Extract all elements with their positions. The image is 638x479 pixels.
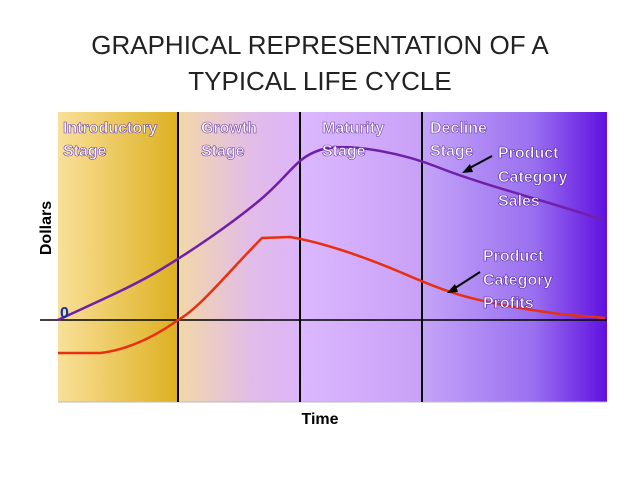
stage-band bbox=[178, 112, 300, 402]
stage-band bbox=[422, 112, 607, 402]
stage-label: Introductory bbox=[63, 120, 157, 137]
curve-label: Category bbox=[483, 272, 552, 289]
profits-curve bbox=[58, 235, 606, 355]
sales-curve bbox=[57, 145, 604, 322]
arrows bbox=[447, 155, 493, 293]
dividers bbox=[40, 112, 607, 402]
stage-label: Growth bbox=[201, 120, 257, 137]
stage-label: Stage bbox=[430, 143, 474, 160]
stage-label: Stage bbox=[63, 143, 107, 160]
stage-labels: Introductory Stage Growth Stage Maturity… bbox=[63, 120, 488, 161]
title-line: TYPICAL LIFE CYCLE bbox=[188, 66, 451, 96]
curve-label: Profits bbox=[483, 295, 534, 312]
curve-label: Product bbox=[483, 248, 544, 265]
origin-label: 0 bbox=[60, 305, 69, 322]
curve-labels: Product Category Sales Product Category … bbox=[483, 145, 568, 313]
x-axis-label: Time bbox=[301, 411, 338, 428]
y-axis-label: Dollars bbox=[38, 201, 55, 255]
title-line: GRAPHICAL REPRESENTATION OF A bbox=[91, 30, 549, 60]
stage-label: Stage bbox=[201, 143, 245, 160]
stage-label: Stage bbox=[322, 143, 366, 160]
stage-label: Maturity bbox=[322, 120, 384, 137]
curve-label: Product bbox=[498, 145, 559, 162]
curve-label: Sales bbox=[498, 193, 540, 210]
curve-label: Category bbox=[498, 169, 567, 186]
stage-label: Decline bbox=[430, 120, 487, 137]
